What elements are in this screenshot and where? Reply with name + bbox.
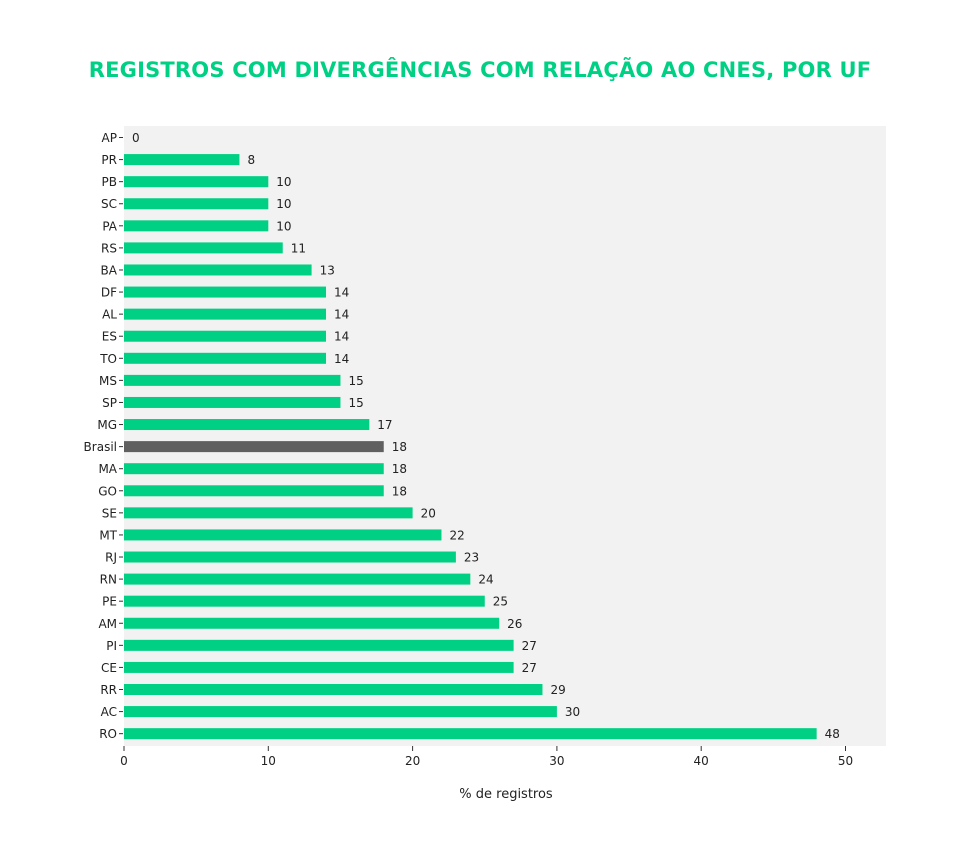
y-tick-label: DF [101,286,117,300]
bar [124,661,514,673]
data-label: 29 [550,683,565,697]
y-tick-label: MA [98,462,117,476]
bar [124,352,327,364]
y-tick-label: PI [106,639,117,653]
bar [124,529,442,541]
x-tick-label: 10 [261,754,276,768]
data-label: 18 [392,440,407,454]
data-label: 0 [132,131,140,145]
data-label: 11 [291,241,306,255]
data-label: 15 [348,396,363,410]
bar [124,595,485,607]
y-tick-label: SC [101,197,117,211]
y-tick-label: RS [101,241,117,255]
bar [124,308,327,320]
data-label: 18 [392,462,407,476]
data-label: 24 [478,573,493,587]
y-tick-label: AC [101,705,117,719]
data-label: 26 [507,617,522,631]
bar [124,573,471,585]
bar [124,286,327,298]
data-label: 23 [464,551,479,565]
y-tick-label: RR [100,683,117,697]
bar [124,463,384,475]
y-tick-label: PE [102,595,117,609]
data-label: 48 [825,727,840,741]
y-tick-label: MT [99,528,117,542]
y-tick-label: RJ [105,551,117,565]
y-tick-label: GO [98,484,117,498]
x-tick-label: 40 [694,754,709,768]
data-label: 14 [334,352,349,366]
plot-background [124,126,886,746]
y-tick-label: PB [102,175,117,189]
y-tick-label: AL [102,308,117,322]
bar [124,396,341,408]
y-tick-label: TO [99,352,117,366]
bar [124,374,341,386]
y-tick-label: AP [102,131,117,145]
data-label: 17 [377,418,392,432]
data-label: 10 [276,219,291,233]
y-tick-label: MG [97,418,117,432]
y-tick-label: CE [101,661,117,675]
data-label: 15 [348,374,363,388]
bar [124,551,456,563]
y-tick-label: ES [102,330,117,344]
data-label: 20 [421,506,436,520]
x-tick-label: 0 [120,754,128,768]
y-tick-label: SE [102,506,117,520]
y-tick-label: PA [102,219,117,233]
y-tick-label: SP [102,396,117,410]
bar [124,684,543,695]
y-tick-label: Brasil [84,440,117,454]
data-label: 8 [247,153,255,167]
data-label: 22 [449,528,464,542]
bar [124,154,240,166]
bar [124,617,500,629]
y-tick-label: RN [100,573,117,587]
y-tick-label: RO [99,727,117,741]
data-label: 14 [334,286,349,300]
bar [124,176,269,188]
y-tick-label: BA [101,263,118,277]
bar [124,419,370,431]
data-label: 25 [493,595,508,609]
x-tick-label: 50 [838,754,853,768]
data-label: 10 [276,175,291,189]
bar [124,242,283,254]
x-tick-label: 20 [405,754,420,768]
bar-brasil [124,441,384,453]
bar [124,639,514,651]
data-label: 13 [320,263,335,277]
chart-title: REGISTROS COM DIVERGÊNCIAS COM RELAÇÃO A… [88,58,872,82]
y-tick-label: PR [101,153,117,167]
bar [124,507,413,519]
x-axis-label: % de registros [459,787,553,802]
bar [124,485,384,497]
bar [124,264,312,276]
data-label: 27 [522,661,537,675]
data-label: 14 [334,330,349,344]
bar [124,198,269,210]
bar [124,706,557,718]
data-label: 27 [522,639,537,653]
data-label: 18 [392,484,407,498]
y-tick-label: MS [99,374,117,388]
bar [124,728,817,740]
bar [124,220,269,232]
data-label: 30 [565,705,580,719]
bar [124,330,327,342]
data-label: 14 [334,308,349,322]
x-tick-label: 30 [549,754,564,768]
data-label: 10 [276,197,291,211]
y-tick-label: AM [98,617,117,631]
